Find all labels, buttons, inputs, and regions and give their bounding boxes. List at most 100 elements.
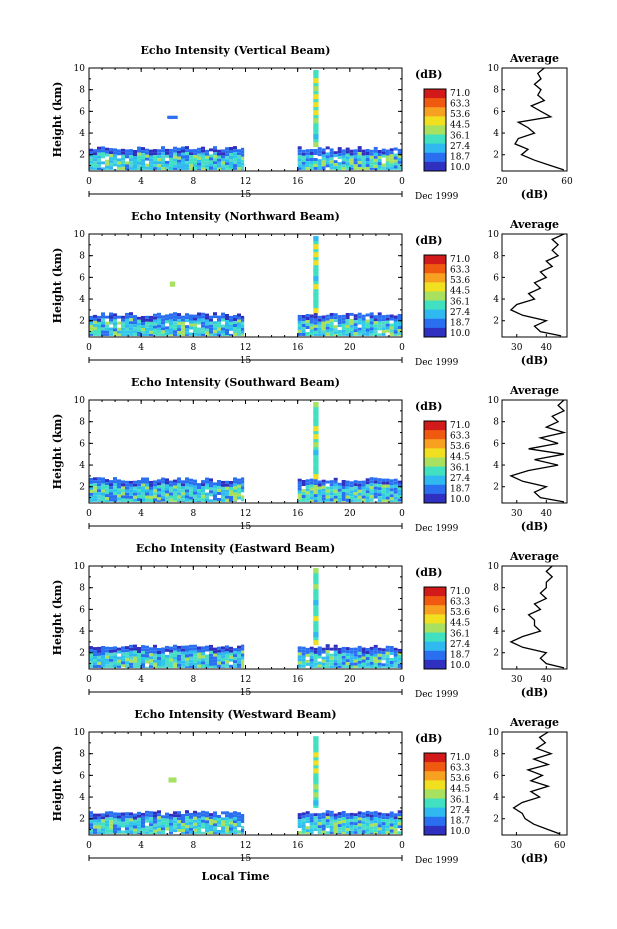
echo-cell <box>361 480 366 484</box>
echo-cell <box>309 493 314 497</box>
colorbar-segment <box>424 152 446 163</box>
echo-cell <box>205 477 209 481</box>
echo-cell <box>213 161 217 165</box>
echo-cell <box>225 335 229 336</box>
echo-cell <box>337 827 342 831</box>
echo-cell <box>305 167 310 170</box>
echo-cell <box>101 655 105 658</box>
echo-cell <box>181 327 185 331</box>
echo-cell <box>141 666 145 668</box>
echo-cell <box>121 664 125 668</box>
echo-cell <box>325 161 330 165</box>
echo-cell <box>221 324 225 328</box>
echo-cell <box>97 152 101 156</box>
echo-cell <box>161 815 165 819</box>
echo-cell <box>393 496 398 500</box>
echo-cell <box>341 332 346 336</box>
echo-cell <box>113 157 117 161</box>
echo-cell <box>341 649 346 653</box>
echo-cell <box>233 811 237 815</box>
echo-cell <box>397 657 402 661</box>
echo-cell <box>297 646 302 650</box>
echo-cell <box>377 150 382 153</box>
echo-cell <box>369 664 374 668</box>
echo-cell <box>237 651 241 655</box>
echo-cell <box>169 483 173 487</box>
echo-cell <box>169 151 173 155</box>
echo-cell <box>309 664 314 668</box>
echo-cell <box>305 479 310 483</box>
echo-cell <box>345 156 350 160</box>
echo-cell <box>349 321 354 325</box>
echo-cell <box>189 647 193 651</box>
echo-cell <box>209 481 213 485</box>
echo-cell <box>373 826 378 830</box>
echo-cell <box>157 324 161 328</box>
heatmap-cells <box>89 736 403 834</box>
echo-cell <box>301 815 306 819</box>
echo-cell <box>373 662 378 666</box>
echo-cell <box>125 149 129 153</box>
echo-cell <box>193 650 197 654</box>
echo-cell <box>309 658 314 662</box>
echo-cell <box>397 492 402 496</box>
echo-cell <box>105 324 109 328</box>
echo-cell <box>369 324 374 328</box>
echo-cell <box>189 332 193 336</box>
echo-cell <box>381 651 386 655</box>
echo-cell <box>229 830 233 834</box>
x-tick-label: 0 <box>399 343 405 353</box>
y-tick-label: 10 <box>74 230 86 240</box>
echo-cell <box>397 335 402 336</box>
echo-cell <box>161 830 165 834</box>
echo-cell <box>365 319 370 323</box>
colorbar-segment <box>424 659 446 670</box>
echo-cell <box>193 485 197 489</box>
echo-cell <box>301 480 306 483</box>
echo-cell <box>305 650 310 654</box>
heatmap-cells <box>89 236 403 336</box>
echo-cell <box>213 479 217 483</box>
echo-cell <box>125 312 129 316</box>
echo-cell <box>233 155 237 159</box>
echo-cell <box>217 661 221 665</box>
echo-cell <box>205 498 209 502</box>
echo-cell <box>181 823 185 826</box>
echo-cell <box>337 488 342 492</box>
colorbar-tick-label: 44.5 <box>450 453 470 463</box>
x-tick-label: 0 <box>86 177 92 187</box>
echo-cell <box>133 825 137 829</box>
echo-cell <box>145 822 149 826</box>
echo-cell <box>301 327 306 330</box>
echo-cell <box>193 828 197 832</box>
echo-cell <box>237 316 241 320</box>
echo-cell <box>153 656 157 660</box>
echo-cell <box>177 657 181 661</box>
echo-cell <box>173 146 177 150</box>
echo-cell <box>177 826 181 830</box>
echo-cell <box>89 477 93 481</box>
echo-cell <box>353 158 358 162</box>
echo-cell <box>369 820 374 824</box>
echo-cell <box>397 160 402 164</box>
echo-cell <box>205 480 209 484</box>
echo-cell <box>241 644 245 648</box>
echo-cell <box>229 147 233 150</box>
echo-cell <box>161 330 165 334</box>
echo-cell <box>397 663 402 667</box>
echo-cell <box>141 334 145 336</box>
echo-cell <box>129 659 133 663</box>
echo-cell <box>209 656 213 660</box>
echo-cell <box>185 331 189 335</box>
echo-cell <box>305 335 310 336</box>
average-xlabel: (dB) <box>521 686 548 699</box>
echo-cell <box>197 830 201 834</box>
avg-y-tick-label: 10 <box>488 230 500 240</box>
echo-cell <box>309 326 314 330</box>
echo-cell <box>213 327 217 331</box>
day-label: 15 <box>240 854 252 864</box>
echo-cell <box>173 814 177 818</box>
colorbar-segment <box>424 264 446 274</box>
panel-title: Echo Intensity (Vertical Beam) <box>140 44 330 57</box>
echo-cell <box>369 164 374 168</box>
